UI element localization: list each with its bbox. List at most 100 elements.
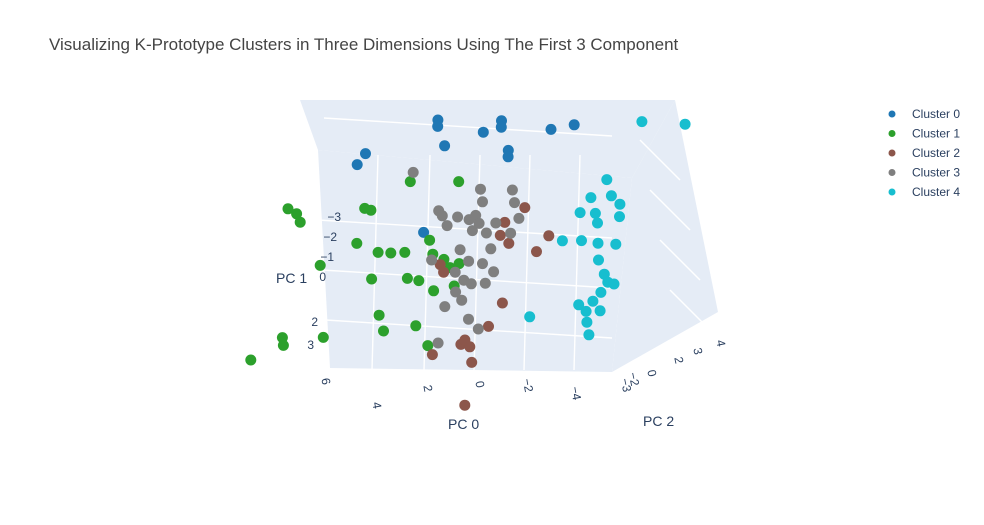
data-point [499,216,511,228]
legend-label: Cluster 3 [912,166,960,180]
data-point [438,266,450,278]
data-point [592,217,603,229]
legend-marker [888,110,896,118]
pc1-tick-label: −2 [323,230,337,244]
chart-title: Visualizing K-Prototype Clusters in Thre… [49,35,679,54]
data-point [601,174,613,186]
legend-marker [888,130,896,137]
data-point [424,234,436,246]
data-point [513,212,525,224]
legend-item[interactable]: Cluster 1 [888,127,961,141]
data-point [568,119,580,131]
data-point [449,266,461,278]
series-cluster-4 [524,116,691,341]
grid-line [523,154,531,371]
pc1-tick-labels: −3 −2 −1 0 2 3 [307,210,341,352]
data-point [605,190,617,202]
data-point [503,237,515,249]
data-point [314,259,326,271]
data-point [583,329,595,341]
grid-line [573,154,581,371]
data-point [404,176,416,188]
data-point [351,159,363,171]
legend-item[interactable]: Cluster 0 [888,107,961,121]
legend-item[interactable]: Cluster 3 [888,166,961,180]
data-point [351,237,363,249]
data-point [463,255,475,267]
pc0-tick-label: 0 [472,380,487,389]
data-point [465,278,477,290]
data-point [366,273,378,285]
data-point [494,229,506,241]
pc0-tick-label: −2 [520,377,536,393]
data-point [428,285,440,297]
data-point [480,227,492,239]
data-point [543,230,555,242]
data-point [556,235,568,247]
data-point [592,237,604,249]
series-cluster-3 [407,166,525,349]
pc1-tick-label: 0 [319,270,326,284]
data-point [432,337,444,349]
pc2-tick-label: 4 [713,338,728,348]
legend-marker [888,169,896,176]
series-cluster-2 [426,202,555,411]
data-point [453,258,465,270]
data-point [679,118,691,130]
pc2-tick-labels: −3−2 0 234 [618,338,729,393]
grid-line [323,117,613,137]
data-point [245,354,257,366]
data-point [436,210,448,222]
data-point [531,246,542,258]
data-point [373,309,385,321]
data-point [360,148,371,160]
data-point [317,331,329,343]
data-point [485,243,497,255]
data-point [464,341,476,353]
data-point [466,356,478,368]
data-point [576,235,587,247]
data-point [473,217,485,229]
data-point [614,211,625,223]
pc0-tick-label: −4 [568,385,584,401]
data-point [432,120,444,132]
data-point [282,203,294,215]
data-point [490,217,502,229]
data-point [636,116,648,128]
pc0-tick-label: 2 [420,384,435,393]
pc1-axis-label: PC 1 [276,270,307,286]
legend-marker [888,149,896,157]
data-point [545,123,557,135]
pc1-tick-label: −1 [320,250,334,264]
floor-pane [318,150,632,372]
data-point [426,349,438,361]
pc2-tick-label: 2 [671,355,686,365]
data-point [589,207,601,219]
data-points [245,114,691,411]
right-wall [612,100,718,372]
data-point [426,254,438,266]
legend-item[interactable]: Cluster 2 [888,146,961,160]
pc0-tick-labels: 6 4 2 0 −2 −4 [318,377,584,410]
data-point [294,216,306,228]
data-point [378,325,389,337]
data-point [276,332,288,344]
data-point [422,340,434,352]
legend-item[interactable]: Cluster 4 [888,185,961,199]
data-point [580,305,592,317]
pc1-tick-label: 3 [307,338,314,352]
data-point [452,211,464,223]
data-point [483,320,494,332]
data-point [475,183,486,195]
data-point [477,126,489,138]
grid-lines [317,117,711,371]
legend-marker [888,188,896,196]
pc1-tick-label: −3 [327,210,341,224]
legend-label: Cluster 4 [912,185,960,199]
data-point [524,311,536,323]
pc0-tick-label: 4 [369,401,384,410]
legend-label: Cluster 0 [912,107,960,121]
data-point [519,202,531,214]
data-point [385,247,397,259]
data-point [477,196,488,208]
